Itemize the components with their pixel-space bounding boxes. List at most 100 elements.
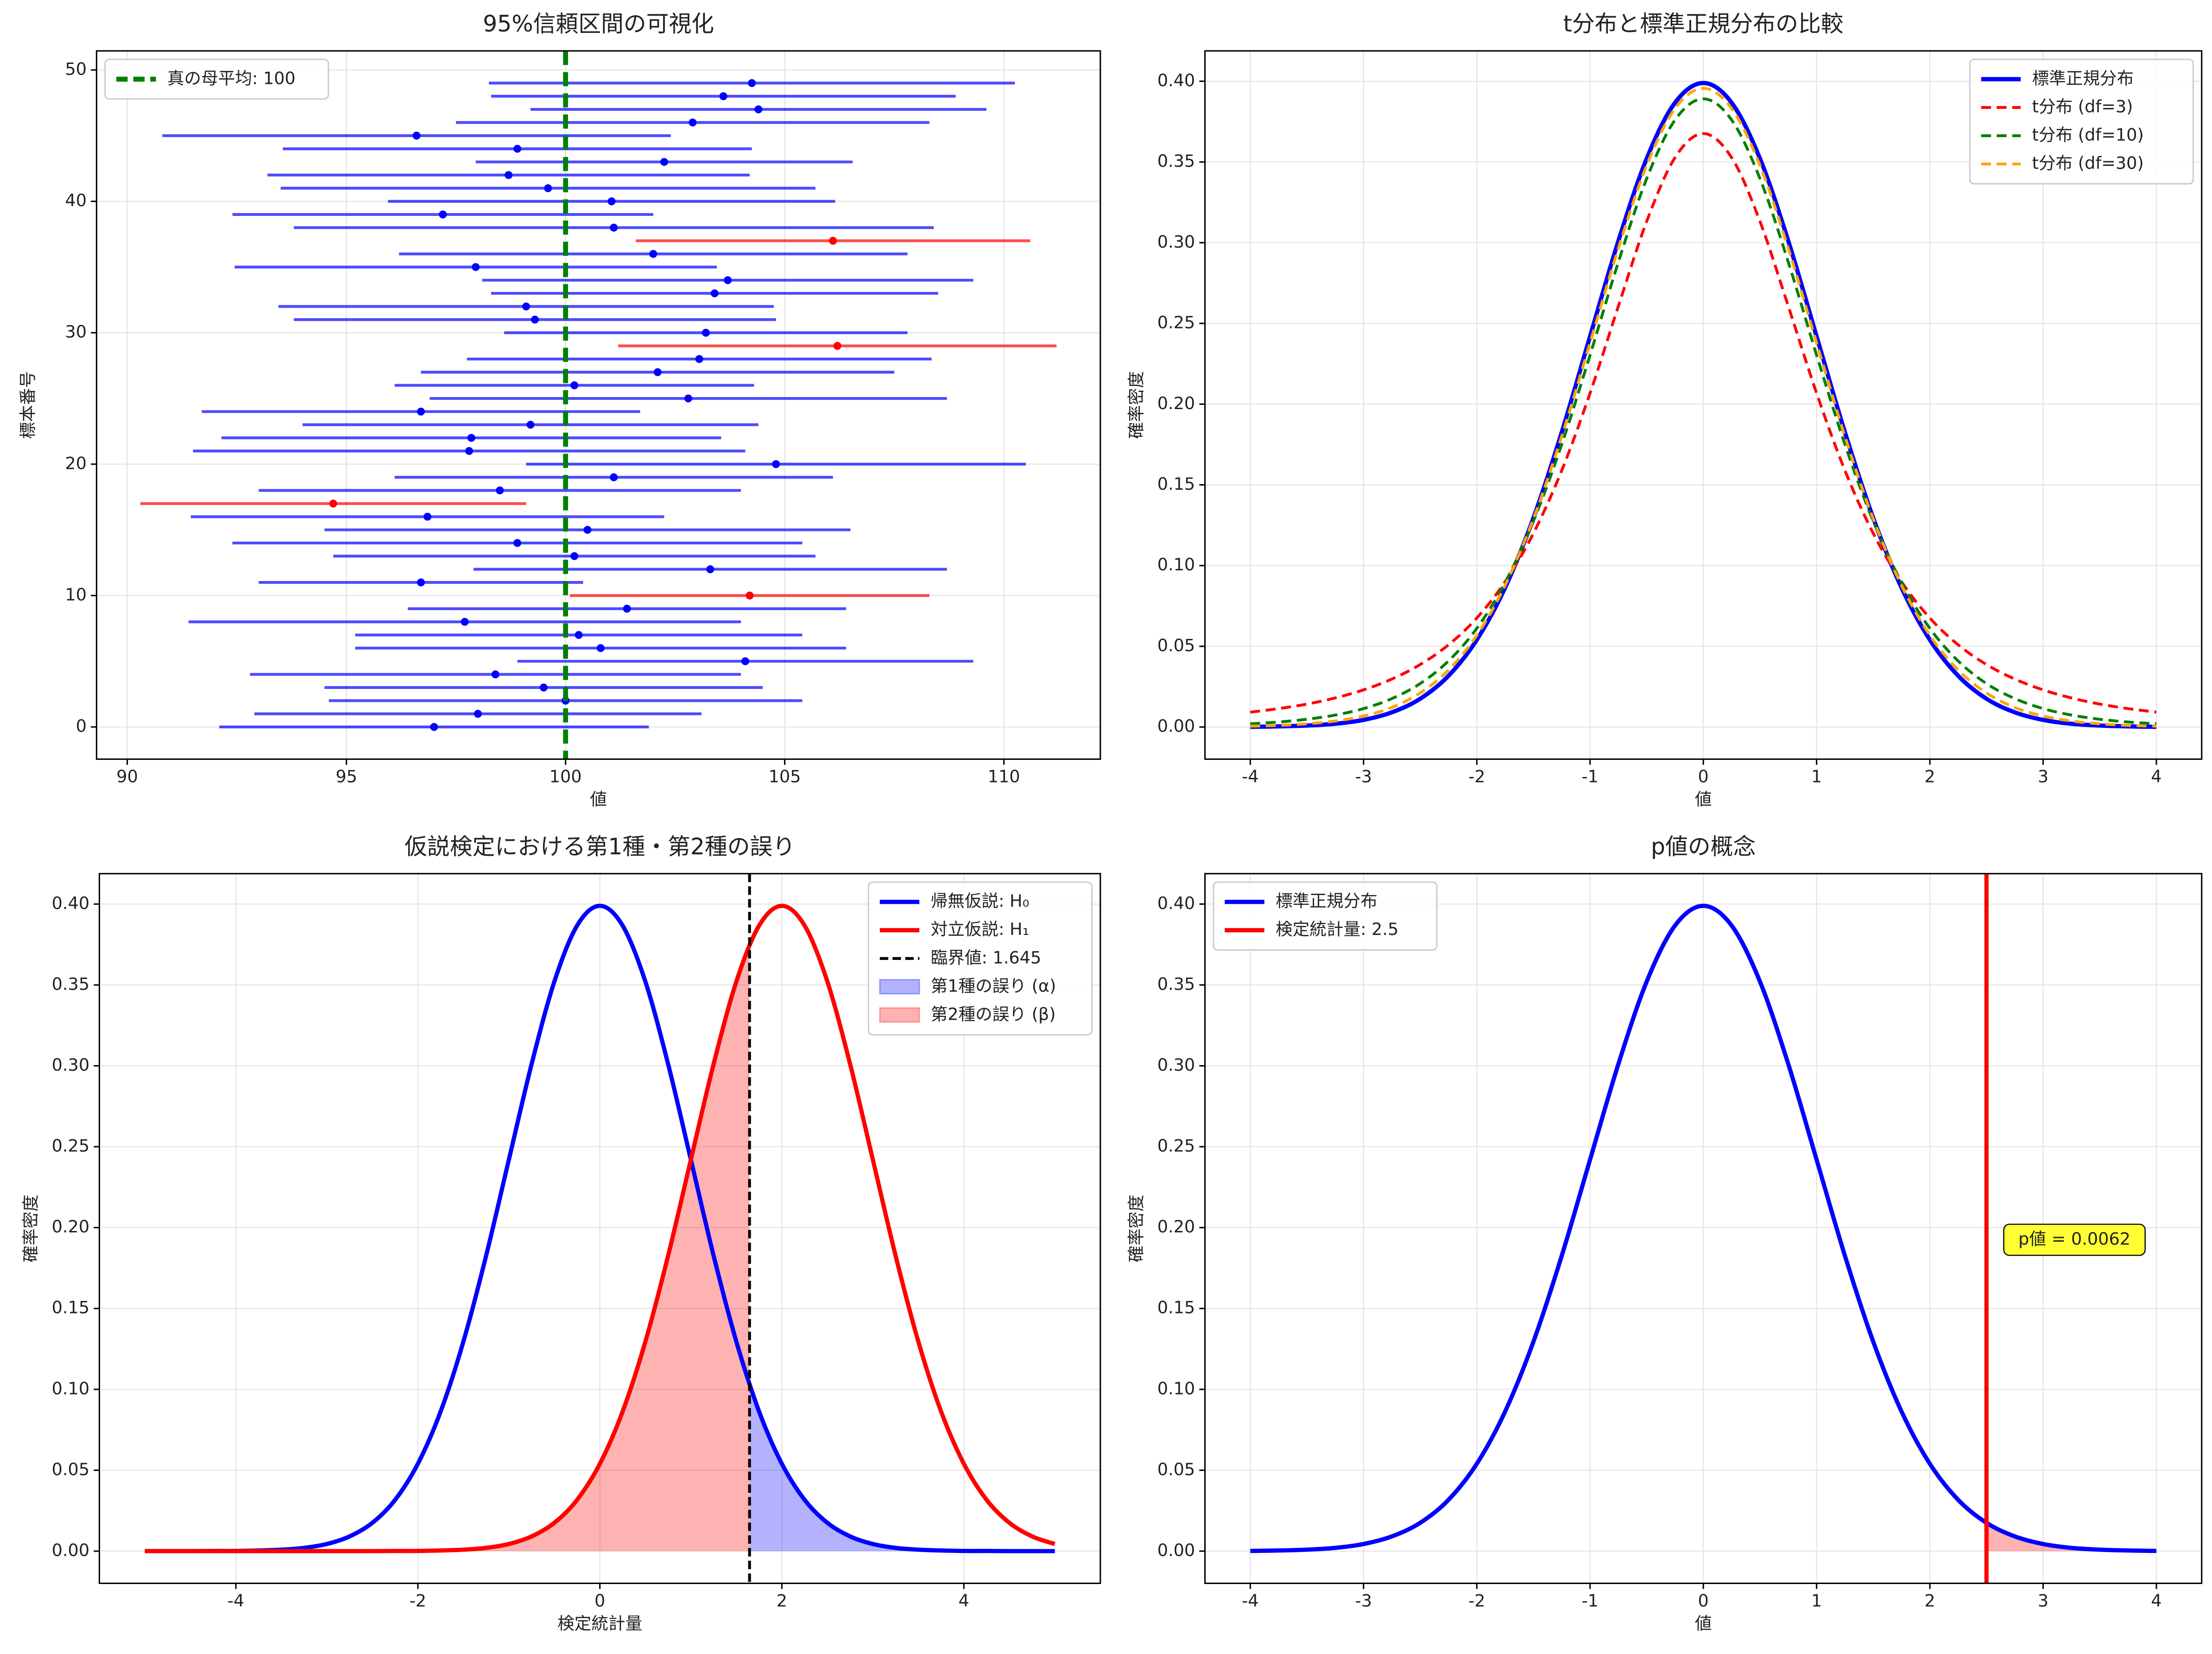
axes-frame	[98, 873, 1101, 1584]
x-tick-label: 2	[1924, 1591, 1935, 1611]
mean-point	[575, 631, 583, 639]
x-tick-label: -1	[1581, 1591, 1599, 1611]
legend-box	[1213, 881, 1438, 951]
annotation: p値 = 0.0062	[2018, 1229, 2130, 1249]
chart-title: t分布と標準正規分布の比較	[1563, 11, 1844, 37]
x-tick-label: 1	[1811, 1591, 1822, 1611]
y-tick-label: 0.10	[52, 1378, 90, 1398]
y-tick-label: 0.25	[52, 1136, 90, 1156]
x-axis-label: 値	[1695, 1613, 1712, 1633]
mean-point	[746, 591, 754, 600]
legend-label: 標準正規分布	[2032, 68, 2134, 88]
y-tick-label: 50	[65, 59, 87, 79]
y-tick-label: 0.05	[1157, 1459, 1195, 1479]
y-tick-label: 0.05	[1157, 635, 1195, 655]
legend-box	[867, 881, 1093, 1036]
y-tick-label: 0.30	[1157, 1055, 1195, 1075]
y-tick-label: 0.40	[1157, 70, 1195, 90]
mean-point	[439, 210, 447, 219]
y-tick-label: 0.30	[52, 1055, 90, 1075]
mean-point	[596, 644, 605, 652]
x-tick-label: -4	[228, 1591, 245, 1611]
x-tick-label: 1	[1811, 767, 1822, 787]
y-tick-label: 0.30	[1157, 232, 1195, 252]
legend-label: 第2種の誤り (β)	[931, 1004, 1056, 1024]
mean-point	[754, 105, 763, 114]
y-tick-label: 0.15	[1157, 474, 1195, 494]
mean-point	[496, 486, 504, 495]
mean-point	[467, 434, 475, 442]
mean-point	[329, 499, 337, 508]
y-tick-label: 0.25	[1157, 1136, 1195, 1156]
mean-point	[465, 447, 474, 455]
mean-point	[417, 578, 425, 587]
x-tick-label: 0	[594, 1591, 605, 1611]
x-tick-label: 2	[777, 1591, 787, 1611]
line-series	[1250, 87, 2157, 728]
y-tick-label: 0.15	[1157, 1298, 1195, 1318]
subplot: -4 -2 0 2 4 0.00 0.05 0.10 0.15 0.20 0.25 0.30 0.35 0…	[21, 833, 1101, 1633]
mean-point	[684, 394, 693, 403]
mean-point	[623, 605, 631, 613]
y-tick-label: 0.15	[52, 1298, 90, 1318]
legend-label: 第1種の誤り (α)	[931, 976, 1056, 996]
legend-label: 標準正規分布	[1276, 891, 1378, 911]
y-tick-label: 0.10	[1157, 555, 1195, 574]
y-tick-label: 20	[65, 453, 87, 473]
y-tick-label: 0	[76, 716, 87, 736]
x-tick-label: 95	[335, 767, 357, 787]
legend-label: 臨界値: 1.645	[931, 947, 1042, 967]
mean-point	[472, 263, 480, 271]
mean-point	[570, 381, 579, 390]
mean-point	[423, 512, 432, 521]
mean-point	[649, 250, 657, 258]
axes-frame	[1204, 873, 2203, 1584]
mean-point	[607, 197, 616, 206]
y-tick-label: 30	[65, 322, 87, 342]
mean-point	[531, 316, 539, 324]
y-tick-label: 0.00	[1157, 1540, 1195, 1560]
x-axis-label: 検定統計量	[557, 1613, 642, 1633]
y-tick-label: 0.00	[52, 1540, 90, 1560]
x-tick-label: 105	[769, 767, 801, 787]
legend-label: 帰無仮説: H₀	[931, 891, 1030, 911]
x-tick-label: -2	[410, 1591, 427, 1611]
y-axis-label: 確率密度	[1126, 371, 1146, 439]
x-tick-label: 0	[1698, 767, 1709, 787]
x-tick-label: -4	[1242, 767, 1259, 787]
x-tick-label: -2	[1468, 767, 1485, 787]
legend-label: 検定統計量: 2.5	[1276, 919, 1398, 939]
legend-swatch	[879, 1007, 920, 1023]
mean-point	[653, 368, 662, 376]
x-axis-label: 値	[590, 789, 607, 809]
chart-title: 仮説検定における第1種・第2種の誤り	[404, 833, 795, 860]
mean-point	[702, 328, 710, 337]
mean-point	[570, 552, 579, 560]
line-series	[1250, 132, 2157, 714]
line-series	[1250, 81, 2157, 729]
mean-point	[724, 276, 732, 284]
y-tick-label: 10	[65, 585, 87, 605]
legend-label: 対立仮説: H₁	[931, 919, 1030, 939]
y-tick-label: 0.35	[1157, 974, 1195, 994]
p-value-area	[1986, 1522, 2156, 1551]
legend-label: t分布 (df=3)	[2032, 96, 2133, 116]
mean-point	[505, 171, 513, 179]
x-tick-label: 3	[2038, 1591, 2048, 1611]
y-tick-label: 0.35	[52, 974, 90, 994]
mean-point	[491, 670, 499, 679]
mean-point	[833, 342, 841, 350]
line-series	[1250, 903, 2157, 1553]
x-tick-label: 4	[959, 1591, 969, 1611]
mean-point	[417, 407, 425, 416]
x-tick-label: -2	[1468, 1591, 1485, 1611]
subplot: -4 -3 -2 -1 0 1 2 3 4 0.00 0.05 0.10 0.15 0.20 0.25 0.3…	[1126, 833, 2203, 1633]
mean-point	[710, 289, 719, 297]
mean-point	[412, 132, 421, 140]
x-tick-label: -3	[1355, 767, 1372, 787]
y-tick-label: 0.20	[1157, 393, 1195, 413]
type2-area	[145, 949, 750, 1551]
mean-point	[539, 683, 548, 692]
